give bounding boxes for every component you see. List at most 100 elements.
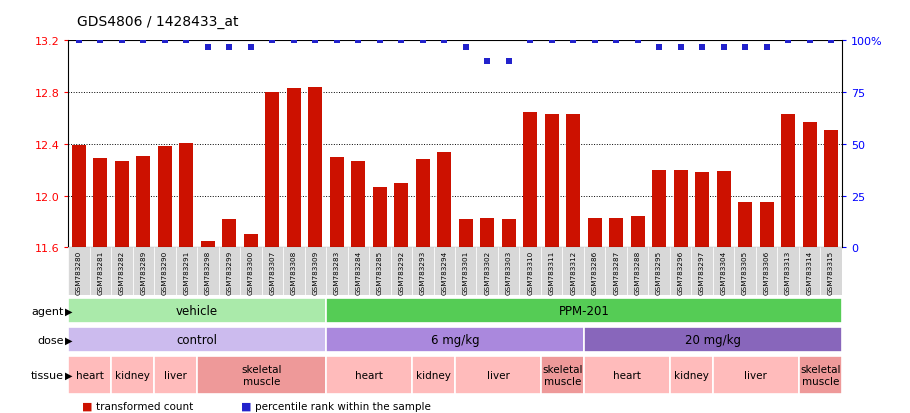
Bar xyxy=(498,248,520,295)
Bar xyxy=(803,123,816,248)
Bar xyxy=(541,356,584,394)
Text: tissue: tissue xyxy=(31,370,64,380)
Bar xyxy=(348,248,369,295)
Bar xyxy=(609,218,623,248)
Bar xyxy=(394,183,409,248)
Bar xyxy=(692,248,713,295)
Point xyxy=(716,44,731,51)
Bar xyxy=(373,187,387,248)
Point xyxy=(480,59,494,65)
Text: GSM783285: GSM783285 xyxy=(377,250,383,294)
Text: GSM783304: GSM783304 xyxy=(721,250,726,294)
Text: PPM-201: PPM-201 xyxy=(559,304,610,317)
Bar xyxy=(201,241,215,248)
Bar xyxy=(94,159,107,248)
Bar xyxy=(326,327,584,353)
Bar xyxy=(760,203,774,248)
Point xyxy=(738,44,753,51)
Bar xyxy=(412,248,433,295)
Bar xyxy=(501,219,516,248)
Point xyxy=(372,38,387,45)
Bar xyxy=(197,248,218,295)
Text: GSM783297: GSM783297 xyxy=(699,250,705,294)
Bar xyxy=(262,248,283,295)
Bar xyxy=(176,248,197,295)
Text: GSM783302: GSM783302 xyxy=(484,250,490,294)
Bar xyxy=(799,356,842,394)
Bar xyxy=(287,89,301,248)
Point xyxy=(695,44,710,51)
Text: GSM783294: GSM783294 xyxy=(441,250,447,294)
Point xyxy=(759,44,774,51)
Text: GSM783300: GSM783300 xyxy=(248,250,254,294)
Bar xyxy=(329,157,344,248)
Point xyxy=(609,38,623,45)
Bar xyxy=(68,356,111,394)
Text: 20 mg/kg: 20 mg/kg xyxy=(685,333,741,346)
Bar xyxy=(433,248,455,295)
Bar xyxy=(136,156,150,248)
Point xyxy=(803,38,817,45)
Text: GSM783313: GSM783313 xyxy=(785,250,791,294)
Bar xyxy=(326,298,842,324)
Text: control: control xyxy=(177,333,217,346)
Bar xyxy=(369,248,390,295)
Bar xyxy=(68,298,326,324)
Point xyxy=(652,44,666,51)
Bar xyxy=(459,219,472,248)
Text: transformed count: transformed count xyxy=(96,401,193,411)
Text: GSM783295: GSM783295 xyxy=(656,250,662,294)
Bar xyxy=(695,173,709,248)
Bar xyxy=(648,248,670,295)
Text: ▶: ▶ xyxy=(65,335,72,345)
Bar xyxy=(455,248,477,295)
Bar xyxy=(412,356,455,394)
Bar xyxy=(480,218,494,248)
Bar xyxy=(72,146,86,248)
Bar xyxy=(670,248,692,295)
Text: ▶: ▶ xyxy=(65,306,72,316)
Text: 6 mg/kg: 6 mg/kg xyxy=(430,333,480,346)
Text: GSM783303: GSM783303 xyxy=(506,250,511,294)
Point xyxy=(824,38,838,45)
Bar xyxy=(584,356,670,394)
Text: GSM783296: GSM783296 xyxy=(678,250,683,294)
Text: GSM783298: GSM783298 xyxy=(205,250,211,294)
Text: GSM783286: GSM783286 xyxy=(592,250,598,294)
Bar xyxy=(111,356,154,394)
Text: skeletal
muscle: skeletal muscle xyxy=(241,364,282,386)
Bar xyxy=(326,356,412,394)
Point xyxy=(179,38,194,45)
Bar xyxy=(588,218,602,248)
Text: GSM783312: GSM783312 xyxy=(571,250,576,294)
Bar xyxy=(68,327,326,353)
Bar xyxy=(584,248,605,295)
Text: heart: heart xyxy=(613,370,641,380)
Point xyxy=(136,38,151,45)
Bar xyxy=(218,248,240,295)
Text: ■: ■ xyxy=(82,401,93,411)
Bar xyxy=(305,248,326,295)
Point xyxy=(394,38,409,45)
Bar xyxy=(283,248,305,295)
Text: kidney: kidney xyxy=(116,370,150,380)
Point xyxy=(115,38,129,45)
Point xyxy=(523,38,538,45)
Text: GSM783292: GSM783292 xyxy=(399,250,404,294)
Point xyxy=(244,44,258,51)
Bar xyxy=(90,248,111,295)
Text: kidney: kidney xyxy=(674,370,709,380)
Text: heart: heart xyxy=(355,370,383,380)
Bar xyxy=(115,161,129,248)
Bar xyxy=(605,248,627,295)
Text: GSM783290: GSM783290 xyxy=(162,250,168,294)
Point xyxy=(200,44,215,51)
Text: ▶: ▶ xyxy=(65,370,72,380)
Text: GSM783307: GSM783307 xyxy=(269,250,276,294)
Bar xyxy=(326,248,348,295)
Text: GSM783289: GSM783289 xyxy=(140,250,147,294)
Bar xyxy=(438,152,451,248)
Bar xyxy=(266,93,279,248)
Text: heart: heart xyxy=(76,370,104,380)
Point xyxy=(72,38,86,45)
